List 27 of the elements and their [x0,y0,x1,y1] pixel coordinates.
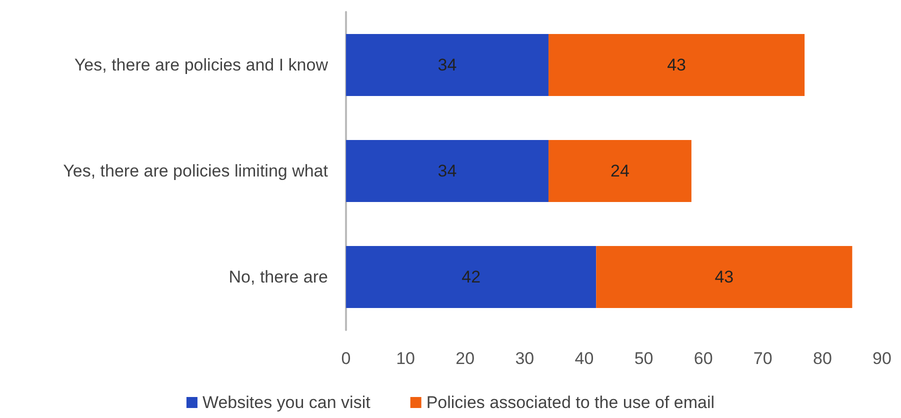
y-tick-label: No, there are [228,268,328,286]
data-label: 43 [667,56,686,74]
x-tick-label: 10 [396,349,416,368]
legend-label: Websites you can visit [202,393,371,412]
data-label: 24 [610,162,630,180]
legend-label: Policies associated to the use of email [426,393,715,412]
bar [346,34,548,96]
bar [548,34,805,96]
bar [596,246,852,308]
bar [548,140,692,202]
x-tick-label: 50 [634,349,654,368]
data-label: 34 [438,162,457,180]
data-label: 42 [462,268,481,286]
x-tick-label: 90 [872,349,892,368]
y-tick-label: Yes, there are policies limiting what [63,162,328,180]
x-tick-label: 80 [812,349,832,368]
data-label: 34 [438,56,457,74]
x-tick-label: 20 [456,349,475,368]
x-tick-label: 40 [574,349,594,368]
x-tick-label: 60 [694,349,713,368]
bar [346,140,548,202]
x-tick-label: 0 [341,349,351,368]
bar [346,246,596,308]
data-label: 43 [714,268,734,286]
y-tick-label: Yes, there are policies and I know [74,56,329,74]
x-tick-label: 70 [753,349,772,368]
x-tick-label: 30 [515,349,534,368]
